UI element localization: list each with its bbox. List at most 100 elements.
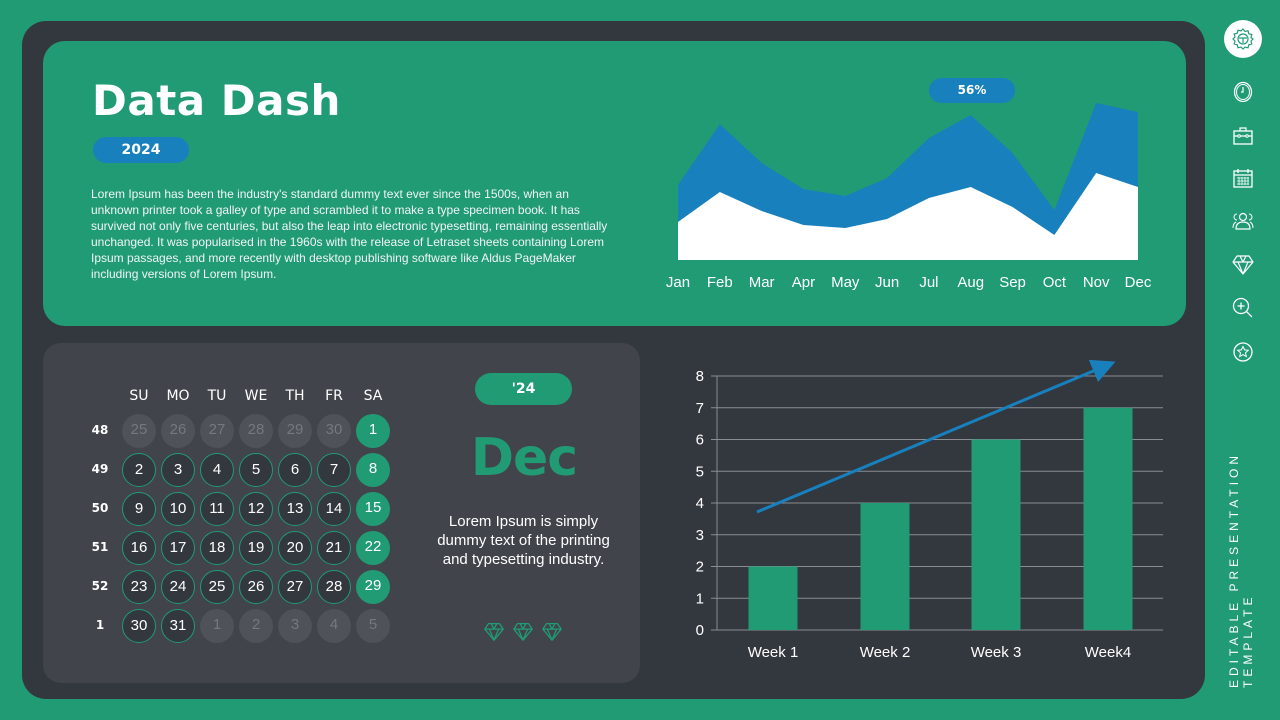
- calendar-day[interactable]: 9: [122, 492, 156, 526]
- x-axis-label: Week 3: [971, 644, 1022, 661]
- y-axis-label: 4: [696, 495, 704, 512]
- gear-icon[interactable]: [1231, 27, 1255, 51]
- calendar-day[interactable]: 28: [317, 570, 351, 604]
- calendar-day[interactable]: 29: [278, 414, 312, 448]
- calendar-day[interactable]: 3: [161, 453, 195, 487]
- day-of-week-label: MO: [166, 388, 190, 404]
- calendar-day[interactable]: 30: [122, 609, 156, 643]
- x-axis-label: Jul: [919, 274, 938, 291]
- calendar-day[interactable]: 19: [239, 531, 273, 565]
- calendar-day[interactable]: 4: [317, 609, 351, 643]
- diamond-icon: [484, 623, 504, 641]
- calendar-day[interactable]: 24: [161, 570, 195, 604]
- calendar-icon[interactable]: [1231, 166, 1255, 190]
- calendar-day[interactable]: 26: [161, 414, 195, 448]
- calendar-day[interactable]: 27: [278, 570, 312, 604]
- week-number: 48: [91, 423, 109, 437]
- users-icon[interactable]: [1231, 209, 1255, 233]
- calendar-day[interactable]: 29: [356, 570, 390, 604]
- week-number: 52: [91, 579, 109, 593]
- calendar-day[interactable]: 4: [200, 453, 234, 487]
- diamond-icon: [513, 623, 533, 641]
- x-axis-label: Week 1: [748, 644, 799, 661]
- y-axis-label: 6: [696, 432, 704, 449]
- calendar-day[interactable]: 27: [200, 414, 234, 448]
- week-number: 49: [91, 462, 109, 476]
- calendar-day[interactable]: 6: [278, 453, 312, 487]
- calendar-day[interactable]: 15: [356, 492, 390, 526]
- week-number: 50: [91, 501, 109, 515]
- calendar-day[interactable]: 16: [122, 531, 156, 565]
- y-axis-label: 2: [696, 559, 704, 576]
- x-axis-label: May: [831, 274, 860, 291]
- star-icon[interactable]: [1231, 340, 1255, 364]
- y-axis-label: 1: [696, 590, 704, 607]
- x-axis-label: Dec: [1125, 274, 1152, 291]
- calendar-day[interactable]: 31: [161, 609, 195, 643]
- calendar-day[interactable]: 10: [161, 492, 195, 526]
- month-label: Dec: [470, 428, 578, 488]
- day-of-week-label: SA: [363, 388, 383, 404]
- x-axis-label: Oct: [1043, 274, 1067, 291]
- calendar-day[interactable]: 28: [239, 414, 273, 448]
- calendar-day[interactable]: 1: [356, 414, 390, 448]
- x-axis-label: Aug: [957, 274, 984, 291]
- percent-badge: 56%: [929, 78, 1015, 103]
- x-axis-label: Week4: [1085, 644, 1131, 661]
- x-axis-label: Sep: [999, 274, 1026, 291]
- zoom-in-icon[interactable]: [1231, 296, 1255, 320]
- calendar-day[interactable]: 8: [356, 453, 390, 487]
- calendar-day[interactable]: 13: [278, 492, 312, 526]
- day-of-week-label: SU: [129, 388, 149, 404]
- calendar-day[interactable]: 25: [200, 570, 234, 604]
- calendar-day[interactable]: 2: [239, 609, 273, 643]
- week-number: 51: [91, 540, 109, 554]
- calendar-day[interactable]: 22: [356, 531, 390, 565]
- calendar-day[interactable]: 21: [317, 531, 351, 565]
- header-description: Lorem Ipsum has been the industry's stan…: [91, 187, 608, 281]
- y-axis-label: 3: [696, 527, 704, 544]
- calendar-day[interactable]: 26: [239, 570, 273, 604]
- short-year-badge: '24: [475, 373, 572, 405]
- calendar-day[interactable]: 12: [239, 492, 273, 526]
- vertical-caption: EDITABLE PRESENTATION TEMPLATE: [1227, 451, 1255, 688]
- week-number: 1: [95, 618, 105, 632]
- diamond-icon: [542, 623, 562, 641]
- diamond-icon[interactable]: [1231, 252, 1255, 276]
- x-axis-label: Nov: [1083, 274, 1110, 291]
- x-axis-label: Week 2: [860, 644, 911, 661]
- x-axis-label: Jun: [875, 274, 899, 291]
- calendar-day[interactable]: 17: [161, 531, 195, 565]
- x-axis-label: Apr: [792, 274, 815, 291]
- y-axis-label: 7: [696, 400, 704, 417]
- trend-arrow: [756, 359, 1116, 514]
- calendar-day[interactable]: 25: [122, 414, 156, 448]
- y-axis-label: 0: [696, 622, 704, 639]
- briefcase-icon[interactable]: [1231, 124, 1255, 148]
- calendar-day[interactable]: 23: [122, 570, 156, 604]
- x-axis-label: Mar: [749, 274, 775, 291]
- calendar-day[interactable]: 3: [278, 609, 312, 643]
- page-title: Data Dash: [92, 76, 341, 125]
- month-description: Lorem Ipsum is simply dummy text of the …: [437, 513, 610, 568]
- x-axis-label: Jan: [666, 274, 690, 291]
- clock-icon[interactable]: [1231, 80, 1255, 104]
- x-axis-label: Feb: [707, 274, 733, 291]
- calendar-day[interactable]: 14: [317, 492, 351, 526]
- calendar-day[interactable]: 30: [317, 414, 351, 448]
- calendar-day[interactable]: 20: [278, 531, 312, 565]
- day-of-week-label: FR: [325, 388, 343, 404]
- calendar-day[interactable]: 5: [239, 453, 273, 487]
- calendar-day[interactable]: 18: [200, 531, 234, 565]
- day-of-week-label: TU: [207, 388, 227, 404]
- calendar-day[interactable]: 2: [122, 453, 156, 487]
- calendar-day[interactable]: 7: [317, 453, 351, 487]
- area-chart: Jan Feb Mar Apr May Jun Jul Aug Sep Oct Nov Dec: [666, 103, 1152, 291]
- calendar-day[interactable]: 5: [356, 609, 390, 643]
- bar: [860, 503, 910, 630]
- y-axis-label: 8: [696, 368, 704, 385]
- day-of-week-label: TH: [285, 388, 305, 404]
- calendar-day[interactable]: 11: [200, 492, 234, 526]
- calendar-day[interactable]: 1: [200, 609, 234, 643]
